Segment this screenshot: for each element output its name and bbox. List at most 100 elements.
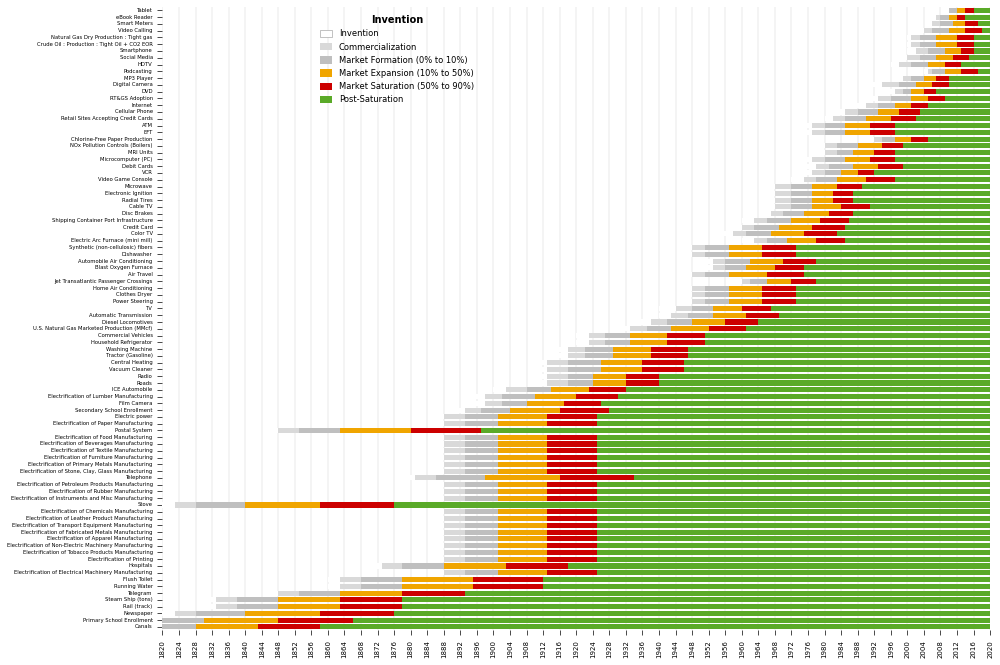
Bar — [825, 144, 837, 148]
Bar — [928, 62, 945, 67]
Bar — [465, 489, 498, 494]
Bar — [762, 252, 796, 257]
Bar — [816, 144, 825, 148]
Bar — [498, 523, 547, 528]
Bar — [493, 387, 506, 392]
Bar — [762, 293, 796, 297]
Bar — [833, 198, 853, 203]
Bar — [465, 509, 498, 514]
Bar — [936, 89, 990, 94]
Bar — [920, 35, 936, 40]
Bar — [713, 306, 742, 311]
Bar — [535, 380, 547, 386]
Bar — [945, 62, 961, 67]
Bar — [895, 150, 990, 155]
Bar — [680, 252, 692, 257]
Bar — [506, 563, 568, 569]
Bar — [812, 157, 825, 162]
Bar — [837, 177, 866, 182]
Bar — [444, 435, 465, 440]
Bar — [415, 475, 436, 480]
Bar — [444, 414, 465, 420]
Bar — [431, 421, 444, 426]
Bar — [841, 204, 870, 209]
Bar — [783, 259, 816, 263]
Bar — [812, 123, 825, 128]
Bar — [762, 285, 796, 291]
Bar — [725, 265, 746, 271]
Bar — [812, 170, 825, 176]
Bar — [473, 584, 543, 589]
Bar — [762, 211, 771, 216]
Bar — [729, 272, 767, 277]
Bar — [878, 110, 899, 114]
Bar — [593, 374, 626, 379]
Bar — [874, 150, 895, 155]
Bar — [870, 123, 895, 128]
Bar — [547, 360, 568, 365]
Bar — [431, 550, 444, 555]
Bar — [853, 191, 990, 196]
Bar — [804, 272, 990, 277]
Bar — [568, 563, 990, 569]
Bar — [779, 225, 812, 229]
Bar — [713, 259, 725, 263]
Bar — [498, 543, 547, 548]
Bar — [667, 333, 705, 338]
Bar — [804, 170, 812, 176]
Bar — [775, 198, 791, 203]
Bar — [862, 184, 990, 189]
Bar — [659, 374, 990, 379]
Bar — [601, 367, 642, 372]
Bar — [320, 503, 394, 507]
Bar — [547, 380, 568, 386]
Bar — [837, 110, 845, 114]
Bar — [597, 509, 990, 514]
Bar — [742, 306, 771, 311]
Bar — [564, 401, 601, 406]
Bar — [630, 327, 647, 331]
Bar — [547, 529, 597, 535]
Bar — [394, 503, 990, 507]
Bar — [431, 509, 444, 514]
Bar — [498, 469, 547, 473]
Bar — [866, 136, 874, 142]
Bar — [481, 428, 990, 433]
Bar — [585, 346, 613, 352]
Bar — [895, 89, 903, 94]
Bar — [431, 448, 444, 454]
Bar — [804, 177, 816, 182]
Bar — [762, 191, 775, 196]
Bar — [485, 394, 502, 399]
Bar — [340, 597, 402, 602]
Bar — [928, 21, 932, 27]
Bar — [746, 265, 775, 271]
Bar — [630, 333, 667, 338]
Bar — [965, 8, 974, 13]
Bar — [932, 28, 949, 33]
Bar — [547, 516, 597, 521]
Bar — [812, 198, 833, 203]
Bar — [957, 8, 965, 13]
Bar — [916, 82, 932, 87]
Bar — [431, 482, 444, 487]
Bar — [974, 8, 990, 13]
Bar — [597, 442, 990, 446]
Bar — [402, 591, 465, 596]
Bar — [576, 394, 618, 399]
Bar — [465, 543, 498, 548]
Bar — [601, 401, 990, 406]
Bar — [237, 604, 278, 609]
Bar — [692, 319, 725, 325]
Bar — [812, 184, 837, 189]
Bar — [845, 110, 858, 114]
Bar — [162, 503, 175, 507]
Bar — [560, 408, 609, 413]
Bar — [684, 367, 990, 372]
Bar — [485, 475, 560, 480]
Bar — [547, 550, 597, 555]
Bar — [568, 374, 593, 379]
Bar — [796, 299, 990, 305]
Bar — [825, 157, 845, 162]
Bar — [936, 42, 957, 47]
